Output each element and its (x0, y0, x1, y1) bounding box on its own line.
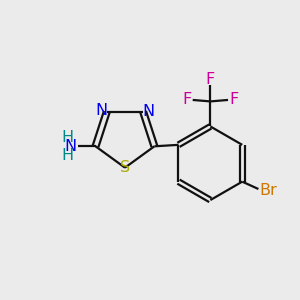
Text: F: F (229, 92, 239, 107)
Text: N: N (64, 139, 76, 154)
Text: Br: Br (259, 183, 277, 198)
Text: F: F (182, 92, 191, 107)
Text: H: H (61, 148, 73, 163)
Text: H: H (61, 130, 73, 145)
Text: N: N (142, 104, 154, 119)
Text: S: S (120, 160, 130, 175)
Text: N: N (95, 103, 108, 118)
Text: F: F (206, 72, 215, 87)
